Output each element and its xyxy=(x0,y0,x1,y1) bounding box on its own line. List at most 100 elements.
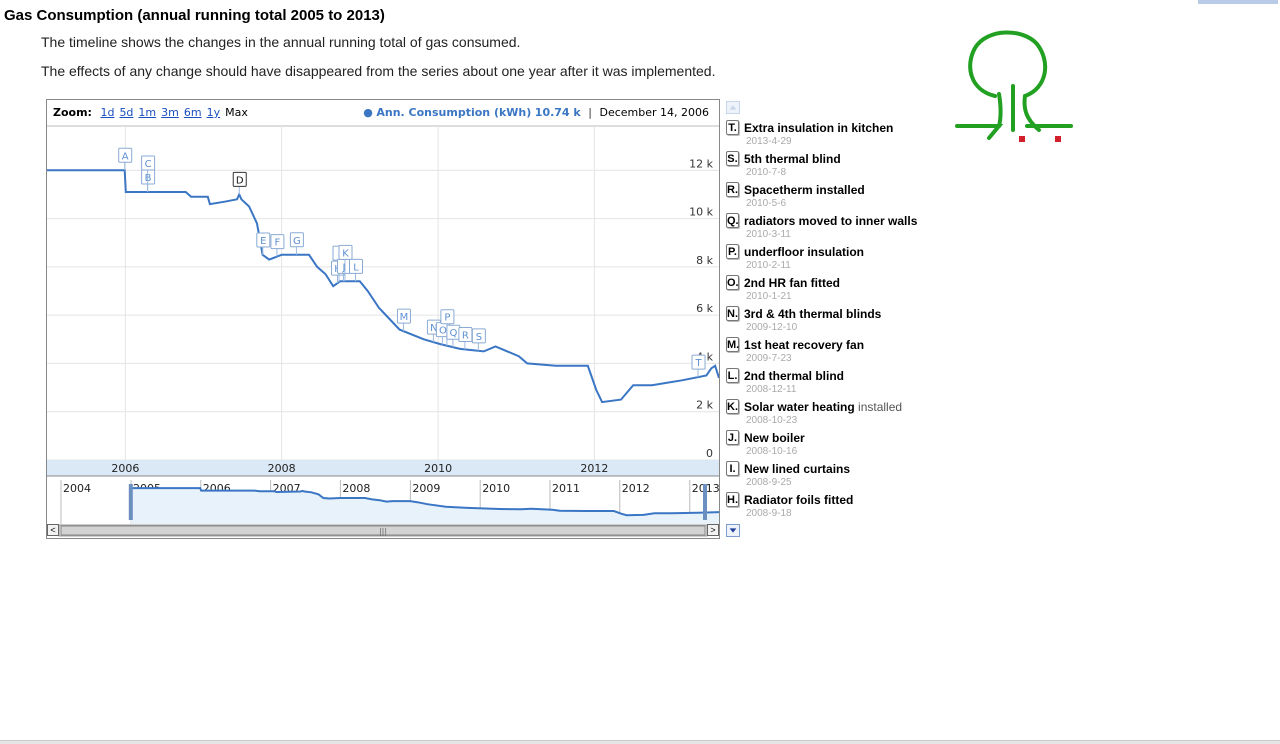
event-title-text: New boiler xyxy=(744,431,805,445)
range-handle-right[interactable] xyxy=(703,484,707,520)
series-value: 10.74 k xyxy=(534,106,581,119)
description-line-2: The effects of any change should have di… xyxy=(41,63,716,79)
event-letter-badge[interactable]: O. xyxy=(726,275,739,290)
scroll-right-button[interactable]: > xyxy=(707,524,719,536)
event-title-text: Extra insulation in kitchen xyxy=(744,121,894,135)
zoom-option-6m[interactable]: 6m xyxy=(183,106,202,119)
page-title: Gas Consumption (annual running total 20… xyxy=(4,7,385,24)
events-scroll-up-icon[interactable] xyxy=(726,101,740,114)
event-letter-badge[interactable]: K. xyxy=(726,399,739,414)
flag-c[interactable] xyxy=(141,155,156,171)
flag-p[interactable] xyxy=(440,309,455,325)
event-item[interactable]: O. 2nd HR fan fitted 2010-1-21 xyxy=(726,273,956,304)
event-item[interactable]: L. 2nd thermal blind 2008-12-11 xyxy=(726,366,956,397)
zoom-controls: Zoom: 1d 5d 1m 3m 6m 1y Max xyxy=(53,106,248,119)
event-item[interactable]: H. Radiator foils fitted 2008-9-18 xyxy=(726,490,956,521)
flag-t[interactable] xyxy=(691,354,706,370)
event-date: 2010-3-11 xyxy=(746,229,791,240)
flag-letter: D xyxy=(236,175,244,186)
event-title[interactable]: radiators moved to inner walls xyxy=(744,214,917,228)
event-item[interactable]: I. New lined curtains 2008-9-25 xyxy=(726,459,956,490)
navigator-tick-label: 2004 xyxy=(63,482,91,495)
description-line-1: The timeline shows the changes in the an… xyxy=(41,34,521,50)
event-letter-badge[interactable]: T. xyxy=(726,120,739,135)
event-item[interactable]: K. Solar water heating installed 2008-10-2… xyxy=(726,397,956,428)
event-title[interactable]: Spacetherm installed xyxy=(744,183,865,197)
flag-a[interactable] xyxy=(118,147,133,163)
readout-separator: | xyxy=(588,106,592,119)
flag-k[interactable] xyxy=(338,244,353,260)
event-date: 2008-10-16 xyxy=(746,446,798,457)
flag-l[interactable] xyxy=(348,258,363,274)
flag-d[interactable] xyxy=(232,171,247,187)
events-scroll-down-icon[interactable] xyxy=(726,524,740,537)
y-tick-label: 6 k xyxy=(696,302,713,315)
event-title[interactable]: Radiator foils fitted xyxy=(744,493,853,507)
zoom-option-5d[interactable]: 5d xyxy=(119,106,134,119)
timeline-chart[interactable]: 02 k4 k6 k8 k10 k12 k2006200820102012ABC… xyxy=(46,99,720,539)
event-item[interactable]: P. underfloor insulation 2010-2-11 xyxy=(726,242,956,273)
flag-m[interactable] xyxy=(396,308,411,324)
scrollbar-thumb[interactable] xyxy=(60,525,706,536)
zoom-option-1y[interactable]: 1y xyxy=(206,106,221,119)
event-letter-badge[interactable]: H. xyxy=(726,492,739,507)
zoom-option-1d[interactable]: 1d xyxy=(100,106,115,119)
event-item[interactable]: Q. radiators moved to inner walls 2010-3-1… xyxy=(726,211,956,242)
event-title-text: 3rd & 4th thermal blinds xyxy=(744,307,882,321)
chart-canvas[interactable]: 02 k4 k6 k8 k10 k12 k2006200820102012ABC… xyxy=(47,100,719,538)
event-letter-badge[interactable]: R. xyxy=(726,182,739,197)
range-handle-left[interactable] xyxy=(128,484,133,520)
event-letter-badge[interactable]: J. xyxy=(726,430,739,445)
event-title[interactable]: Extra insulation in kitchen xyxy=(744,121,893,135)
event-item[interactable]: M. 1st heat recovery fan 2009-7-23 xyxy=(726,335,956,366)
event-title[interactable]: 2nd HR fan fitted xyxy=(744,276,840,290)
flag-e[interactable] xyxy=(256,232,271,248)
event-item[interactable]: T. Extra insulation in kitchen 2013-4-29 xyxy=(726,118,956,149)
window-edge-strip xyxy=(1198,0,1278,4)
navigator-series-line xyxy=(130,487,719,517)
flag-letter: J xyxy=(342,262,346,273)
event-date: 2008-9-18 xyxy=(746,508,792,519)
zoom-option-1m[interactable]: 1m xyxy=(138,106,157,119)
flag-letter: E xyxy=(260,236,266,247)
event-letter-badge[interactable]: Q. xyxy=(726,213,739,228)
event-title[interactable]: 1st heat recovery fan xyxy=(744,338,864,352)
window-bottom-edge xyxy=(0,740,1280,744)
series-line-ann-consumption xyxy=(47,169,719,404)
tree-logo xyxy=(955,30,1073,142)
flag-letter: N xyxy=(430,323,437,334)
event-title[interactable]: underfloor insulation xyxy=(744,245,864,259)
event-item[interactable]: J. New boiler 2008-10-16 xyxy=(726,428,956,459)
event-date: 2008-12-11 xyxy=(746,384,797,395)
event-title[interactable]: Solar water heating installed xyxy=(744,400,902,414)
zoom-option-max[interactable]: Max xyxy=(225,106,248,119)
flag-letter: S xyxy=(476,332,482,343)
event-letter-badge[interactable]: I. xyxy=(726,461,739,476)
event-title[interactable]: 2nd thermal blind xyxy=(744,369,844,383)
event-title-text: 1st heat recovery fan xyxy=(744,338,865,352)
event-letter-badge[interactable]: M. xyxy=(726,337,740,352)
flag-letter: F xyxy=(275,238,281,249)
event-title[interactable]: 3rd & 4th thermal blinds xyxy=(744,307,881,321)
y-tick-label: 10 k xyxy=(689,206,713,219)
scroll-left-button[interactable]: < xyxy=(47,524,59,536)
flag-f[interactable] xyxy=(270,234,285,250)
event-title[interactable]: 5th thermal blind xyxy=(744,152,841,166)
flag-letter: L xyxy=(353,262,359,273)
flag-letter: R xyxy=(462,330,469,341)
flag-s[interactable] xyxy=(471,328,486,344)
event-letter-badge[interactable]: S. xyxy=(726,151,739,166)
event-title[interactable]: New boiler xyxy=(744,431,805,445)
event-letter-badge[interactable]: P. xyxy=(726,244,739,259)
flag-letter: T xyxy=(694,358,702,369)
event-title[interactable]: New lined curtains xyxy=(744,462,850,476)
event-letter-badge[interactable]: N. xyxy=(726,306,739,321)
event-letter-badge[interactable]: L. xyxy=(726,368,739,383)
zoom-option-3m[interactable]: 3m xyxy=(161,106,179,119)
event-title-text: New lined curtains xyxy=(744,462,851,476)
event-item[interactable]: R. Spacetherm installed 2010-5-6 xyxy=(726,180,956,211)
flag-g[interactable] xyxy=(289,232,304,248)
legend-readout: ● Ann. Consumption (kWh) 10.74 k | Decem… xyxy=(363,106,709,119)
event-item[interactable]: S. 5th thermal blind 2010-7-8 xyxy=(726,149,956,180)
event-item[interactable]: N. 3rd & 4th thermal blinds 2009-12-10 xyxy=(726,304,956,335)
